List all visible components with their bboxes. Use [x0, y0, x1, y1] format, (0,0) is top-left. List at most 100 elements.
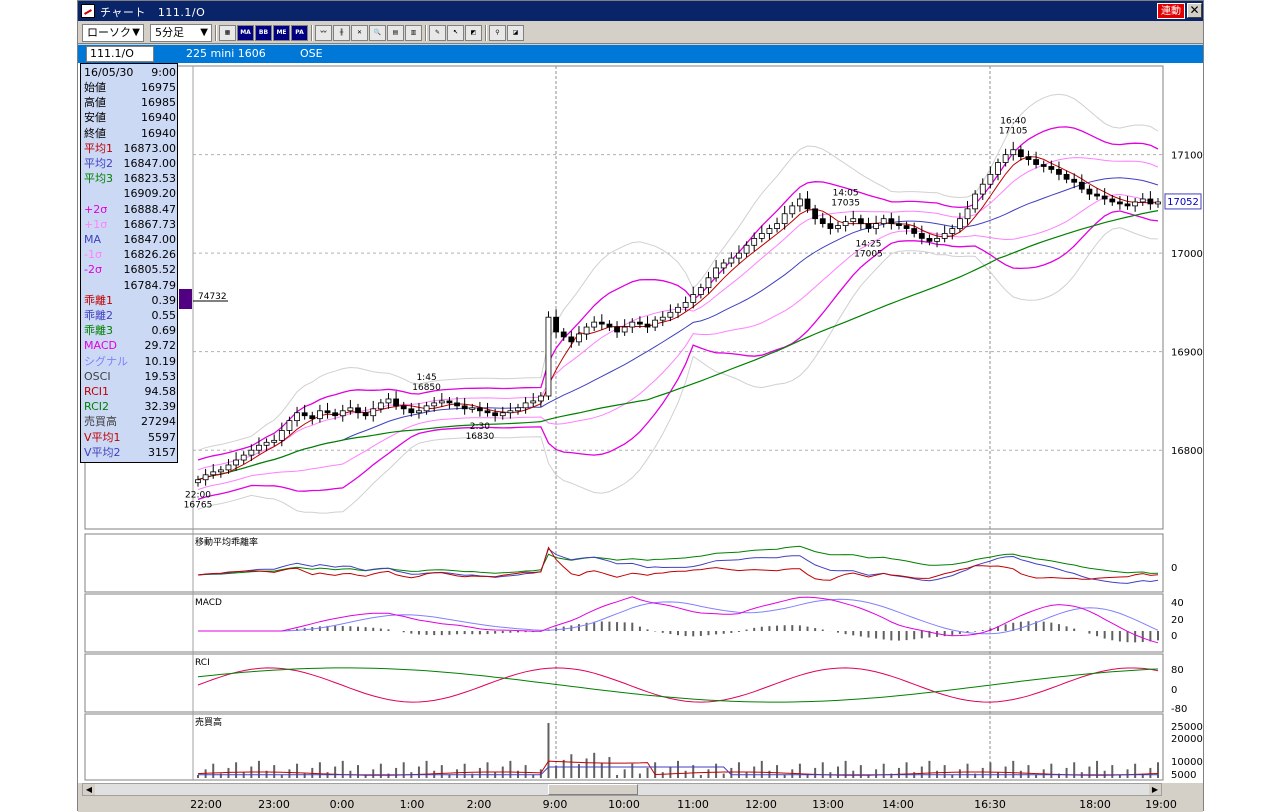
info-row: V平均2 3157 — [81, 445, 179, 460]
candle-body — [431, 402, 438, 407]
info-label: シグナル — [84, 354, 128, 368]
annotation-price: 16765 — [184, 501, 213, 511]
price-tick-label: 17100 — [1171, 151, 1203, 162]
scroll-right-icon[interactable]: ▶ — [1149, 784, 1161, 795]
sub-panel-tick-label: 80 — [1171, 665, 1184, 676]
current-price-label: 17052 — [1167, 197, 1199, 208]
volume-profile-bar — [179, 289, 192, 309]
code-input[interactable]: 111.1/O — [86, 46, 154, 62]
candle-body — [507, 410, 514, 414]
me-button[interactable]: ME — [273, 25, 290, 41]
eraser-icon[interactable]: ◩ — [465, 25, 482, 41]
candle-body — [416, 410, 422, 414]
price-tick-label: 16800 — [1171, 446, 1203, 457]
candle-body — [781, 213, 788, 225]
candle-body — [873, 223, 879, 229]
candle-body — [240, 454, 247, 461]
candle-body — [659, 316, 666, 321]
search-icon[interactable]: ⚲ — [489, 25, 506, 41]
candle-body — [576, 333, 582, 343]
candle-body — [1101, 195, 1108, 200]
candle-body — [530, 400, 537, 404]
candle-body — [918, 233, 925, 239]
info-row: 16784.79 — [81, 278, 179, 293]
candle-body — [423, 405, 430, 412]
line-chart-icon[interactable]: 〰 — [315, 25, 332, 41]
sub-panel-tick-label: 20 — [1171, 615, 1184, 626]
current-price-box — [1164, 193, 1202, 210]
candle-body — [1056, 169, 1062, 175]
pen-icon[interactable]: ✎ — [429, 25, 446, 41]
candle-body — [515, 407, 521, 412]
time-tick-label: 18:00 — [1079, 798, 1111, 811]
candle-body — [355, 407, 361, 414]
candle-body — [1048, 166, 1055, 170]
candle-body — [614, 326, 620, 333]
pa-button[interactable]: PA — [291, 25, 308, 41]
bar-chart-icon[interactable]: ▥ — [405, 25, 422, 41]
fibonacci-icon[interactable]: ◪ — [507, 25, 524, 41]
moving-average-3-line — [197, 210, 1159, 481]
candle-body — [819, 218, 826, 225]
info-label: +2σ — [84, 202, 108, 216]
candle-body — [477, 407, 483, 412]
candle-chart-icon[interactable]: ╫ — [333, 25, 350, 41]
title-bar[interactable]: チャート 111.1/O 連動 ✕ — [78, 1, 1203, 21]
candle-body — [804, 198, 811, 210]
sub-panel-tick-label: 5000 — [1171, 770, 1196, 781]
interval-select[interactable]: 5分足 ▼ — [150, 24, 212, 42]
sub-panel-title: RCI — [195, 658, 210, 668]
rci1-line — [197, 667, 1159, 703]
table-icon[interactable]: ▤ — [387, 25, 404, 41]
macd-line — [198, 596, 1159, 644]
cursor-icon[interactable]: ↖ — [447, 25, 464, 41]
chart-window: チャート 111.1/O 連動 ✕ ローソク ▼ 5分足 ▼ ▦ MA BB ME … — [77, 0, 1204, 812]
candle-body — [758, 233, 765, 239]
info-value: 16909.20 — [123, 187, 177, 201]
code-row: 111.1/O 225 mini 1606 OSE — [78, 45, 1203, 63]
chart-area[interactable]: 17100 17000 16900 16800 22:00 16765 1:45 16850 2… — [78, 63, 1203, 783]
time-tick-label: 0:00 — [329, 798, 355, 811]
scroll-thumb[interactable] — [548, 784, 638, 795]
candle-body — [964, 208, 971, 220]
annotation-time: 2:30 — [470, 422, 490, 432]
candle-body — [286, 420, 293, 431]
scroll-left-icon[interactable]: ◀ — [83, 784, 95, 795]
candle-body — [728, 257, 735, 264]
moving-average-2-line — [197, 177, 1159, 481]
price-tick-label: 16900 — [1171, 348, 1203, 359]
sub-panel-frame — [84, 593, 1164, 653]
candle-body — [690, 294, 697, 303]
candle-body — [1155, 201, 1161, 205]
info-label: OSCI — [84, 369, 111, 383]
candle-body — [499, 412, 506, 417]
close-button[interactable]: ✕ — [1187, 3, 1202, 18]
bollinger-2sigma-line — [197, 126, 1159, 461]
info-value: 27294 — [141, 415, 176, 429]
info-row: 乖離3 0.69 — [81, 323, 179, 338]
info-row: -1σ 16826.26 — [81, 247, 179, 262]
info-row: 乖離1 0.39 — [81, 293, 179, 308]
bollinger-minus2sigma-line — [197, 210, 1159, 501]
info-row: OSCI 19.53 — [81, 369, 179, 384]
horizontal-scrollbar[interactable]: ◀ ▶ — [82, 783, 1162, 796]
info-value: 16975 — [141, 81, 176, 94]
candle-body — [362, 412, 369, 417]
info-row: +2σ 16888.47 — [81, 202, 179, 217]
point-figure-icon[interactable]: ✕ — [351, 25, 368, 41]
link-button[interactable]: 連動 — [1157, 3, 1185, 19]
chart-type-select[interactable]: ローソク ▼ — [82, 24, 144, 42]
candle-body — [644, 323, 651, 328]
candle-body — [987, 173, 994, 185]
info-value: 16847.00 — [123, 157, 177, 170]
info-label: RCI1 — [84, 385, 110, 398]
info-panel: 16/05/30 9:00 始値 16975 高値 16985 安値 16940 終値 16940… — [80, 63, 178, 463]
info-label: -2σ — [84, 263, 102, 277]
indicator-settings-button[interactable]: ▦ — [219, 25, 236, 41]
bb-button[interactable]: BB — [255, 25, 272, 41]
zoom-icon[interactable]: 🔍 — [369, 25, 386, 41]
ma-button[interactable]: MA — [237, 25, 254, 41]
candle-body — [583, 326, 590, 335]
info-row: -2σ 16805.52 — [81, 262, 179, 277]
